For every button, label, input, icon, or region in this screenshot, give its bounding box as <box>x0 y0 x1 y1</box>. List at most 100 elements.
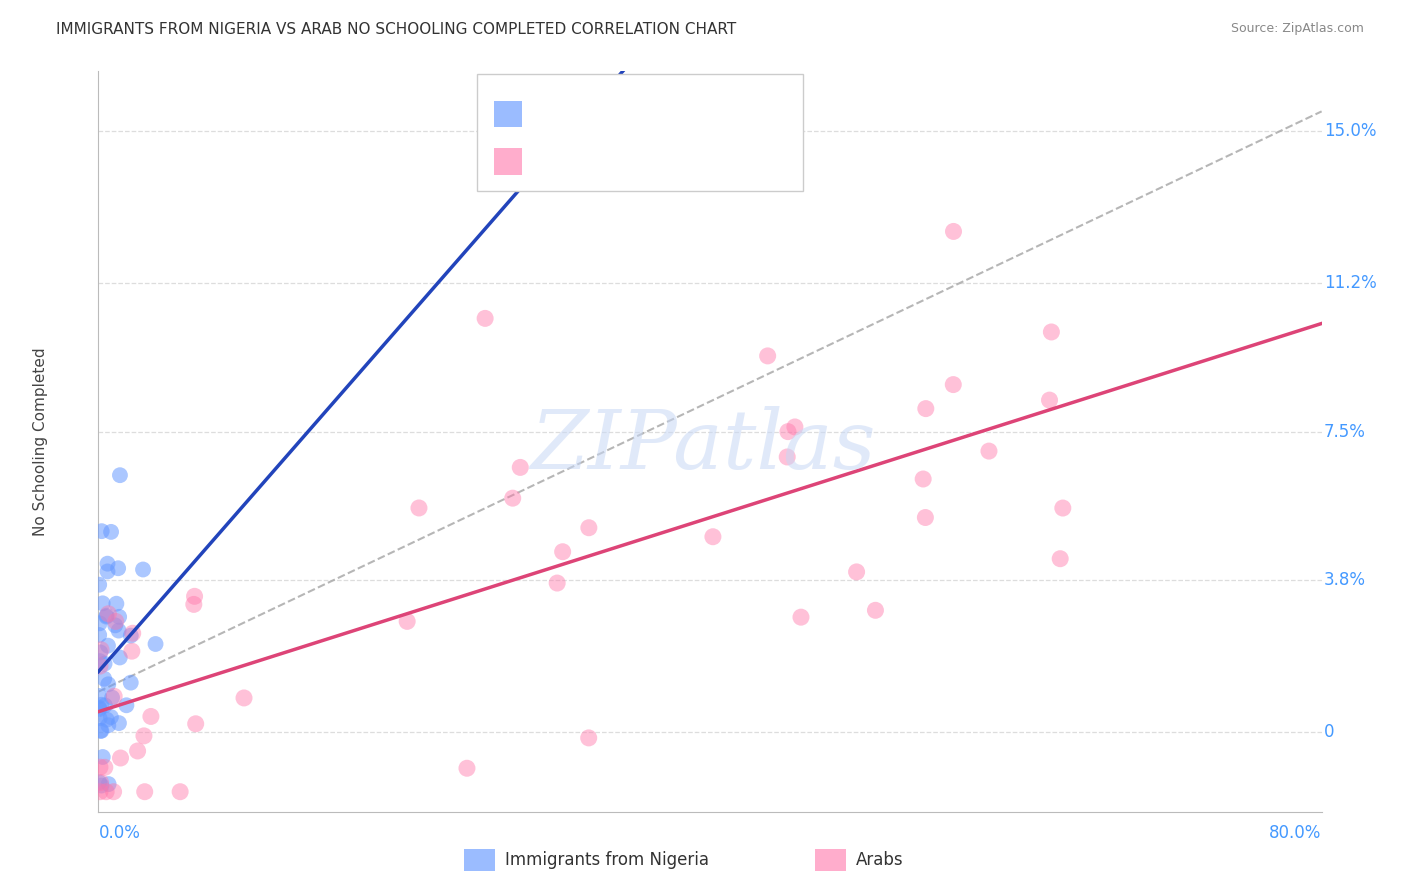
Point <box>132 562 155 576</box>
Point <box>103 785 125 799</box>
Point <box>233 690 256 705</box>
Point <box>578 731 600 745</box>
Point <box>93 657 115 671</box>
Point <box>942 224 965 238</box>
Point <box>89 659 111 673</box>
Point <box>89 616 111 631</box>
Point <box>90 779 112 793</box>
Point <box>1040 325 1063 339</box>
Point <box>139 709 162 723</box>
Point <box>107 561 129 575</box>
Text: R =: R = <box>530 151 572 169</box>
Text: 0.0%: 0.0% <box>98 823 141 842</box>
Point <box>184 716 207 731</box>
Point <box>474 311 496 326</box>
Text: Source: ZipAtlas.com: Source: ZipAtlas.com <box>1230 22 1364 36</box>
Point <box>97 639 120 653</box>
Text: No Schooling Completed: No Schooling Completed <box>32 347 48 536</box>
Point <box>115 698 138 713</box>
Point <box>97 607 120 621</box>
Text: IMMIGRANTS FROM NIGERIA VS ARAB NO SCHOOLING COMPLETED CORRELATION CHART: IMMIGRANTS FROM NIGERIA VS ARAB NO SCHOO… <box>56 22 737 37</box>
Point <box>914 401 936 416</box>
Point <box>145 637 167 651</box>
Point <box>101 690 124 705</box>
Point <box>105 597 128 611</box>
Text: 51: 51 <box>671 151 697 169</box>
Point <box>89 711 111 725</box>
Point <box>183 590 205 604</box>
Point <box>121 644 143 658</box>
Point <box>100 710 122 724</box>
Point <box>103 690 125 704</box>
Point <box>104 615 127 629</box>
Point <box>96 608 118 623</box>
Point <box>783 420 806 434</box>
Point <box>127 744 149 758</box>
Text: 15.0%: 15.0% <box>1324 122 1376 140</box>
Point <box>104 618 127 632</box>
Point <box>89 577 111 591</box>
Point <box>108 610 131 624</box>
Text: N =: N = <box>626 103 682 122</box>
Point <box>89 775 111 789</box>
Text: 0.486: 0.486 <box>567 151 628 169</box>
Point <box>551 545 574 559</box>
Point <box>94 785 117 799</box>
Point <box>912 472 935 486</box>
Point <box>89 654 111 668</box>
Point <box>107 624 129 638</box>
Point <box>977 444 1000 458</box>
Point <box>1049 551 1071 566</box>
Point <box>89 700 111 714</box>
Point <box>509 460 531 475</box>
Point <box>776 450 799 464</box>
Point <box>90 524 112 538</box>
Point <box>108 468 131 483</box>
Point <box>94 698 117 713</box>
Point <box>89 628 111 642</box>
Point <box>91 750 114 764</box>
Point <box>90 775 112 789</box>
Point <box>408 500 430 515</box>
Point <box>456 761 478 775</box>
Point <box>845 565 868 579</box>
Point <box>120 675 142 690</box>
Point <box>914 510 936 524</box>
Point <box>108 716 131 731</box>
Point <box>89 702 111 716</box>
Point <box>110 751 132 765</box>
Point <box>865 603 887 617</box>
Point <box>94 760 117 774</box>
Point <box>96 565 118 579</box>
Point <box>89 760 111 774</box>
Point <box>91 596 114 610</box>
Point <box>90 723 112 738</box>
Text: 45: 45 <box>671 103 697 122</box>
Point <box>134 785 156 799</box>
Point <box>396 615 419 629</box>
Text: 3.8%: 3.8% <box>1324 571 1367 589</box>
Point <box>97 777 120 791</box>
Point <box>502 491 524 505</box>
Point <box>108 650 131 665</box>
Text: 0: 0 <box>1324 723 1334 740</box>
Point <box>702 530 724 544</box>
Text: 80.0%: 80.0% <box>1270 823 1322 842</box>
Point <box>89 785 111 799</box>
Point <box>90 723 112 738</box>
Point <box>96 609 118 624</box>
Point <box>89 689 111 703</box>
Text: 0.220: 0.220 <box>567 103 628 122</box>
Point <box>100 524 122 539</box>
Point <box>97 718 120 732</box>
Point <box>169 785 191 799</box>
Point <box>776 425 799 439</box>
Point <box>942 377 965 392</box>
Text: 11.2%: 11.2% <box>1324 275 1376 293</box>
Point <box>756 349 779 363</box>
Point <box>790 610 813 624</box>
Text: ZIPatlas: ZIPatlas <box>530 406 876 486</box>
Point <box>183 598 205 612</box>
Point <box>120 629 142 643</box>
Point <box>546 576 568 591</box>
